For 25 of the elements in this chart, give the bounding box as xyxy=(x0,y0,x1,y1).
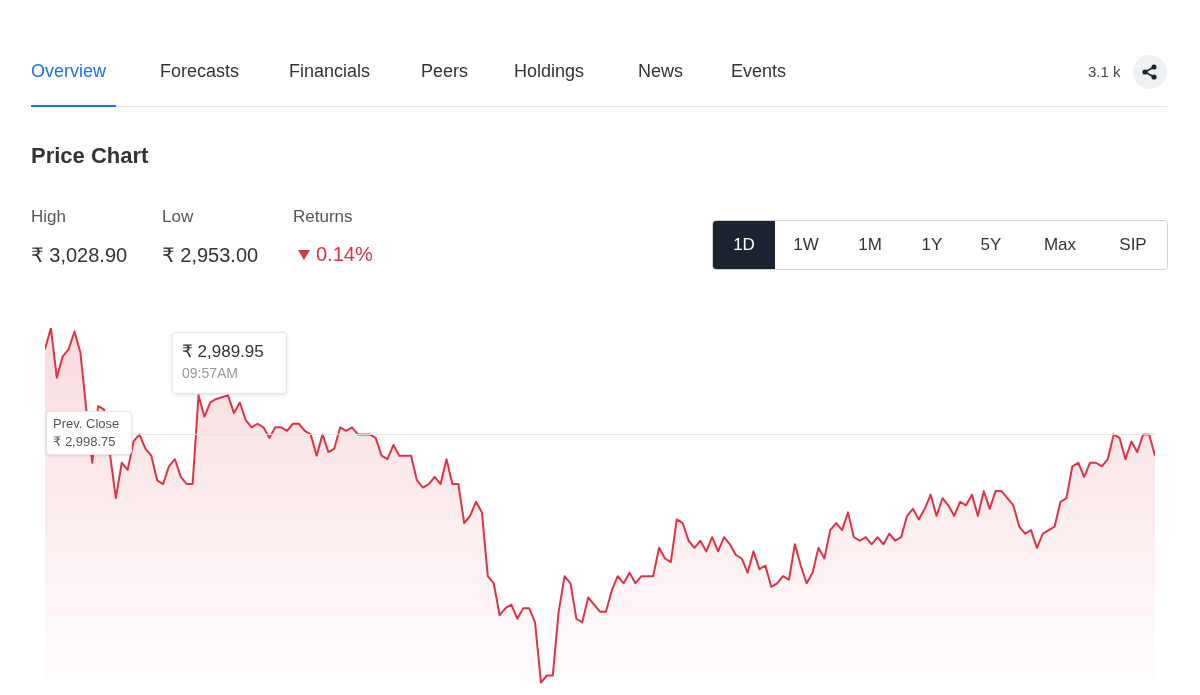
text: ₹ 2,953.00 xyxy=(162,243,259,267)
text: 1Y xyxy=(903,221,961,269)
text: 0.14% xyxy=(315,243,373,266)
text: Forecasts xyxy=(160,61,240,82)
text: High xyxy=(31,207,66,227)
text: 1W xyxy=(775,221,837,269)
text: Returns xyxy=(293,207,353,227)
text: 3.1 k xyxy=(1088,63,1121,80)
text: Max xyxy=(1021,221,1099,269)
text: 1D xyxy=(713,221,775,269)
text: Events xyxy=(731,61,787,82)
text: 5Y xyxy=(961,221,1021,269)
text: Financials xyxy=(289,61,371,82)
text: SIP xyxy=(1099,221,1167,269)
text: ₹ 3,028.90 xyxy=(31,243,128,267)
text: Low xyxy=(162,207,194,227)
text: Peers xyxy=(421,61,469,82)
ref-line-label: Prev. Close ₹ 2,998.75 xyxy=(46,411,132,456)
annotation: ₹ 2,989.95 xyxy=(182,341,265,362)
text: 1M xyxy=(837,221,903,269)
chart-title: Price Chart xyxy=(31,143,149,169)
text: Overview xyxy=(31,61,107,82)
annotation: 09:57AM xyxy=(182,365,240,381)
text: Holdings xyxy=(514,61,585,82)
text: News xyxy=(638,61,684,82)
